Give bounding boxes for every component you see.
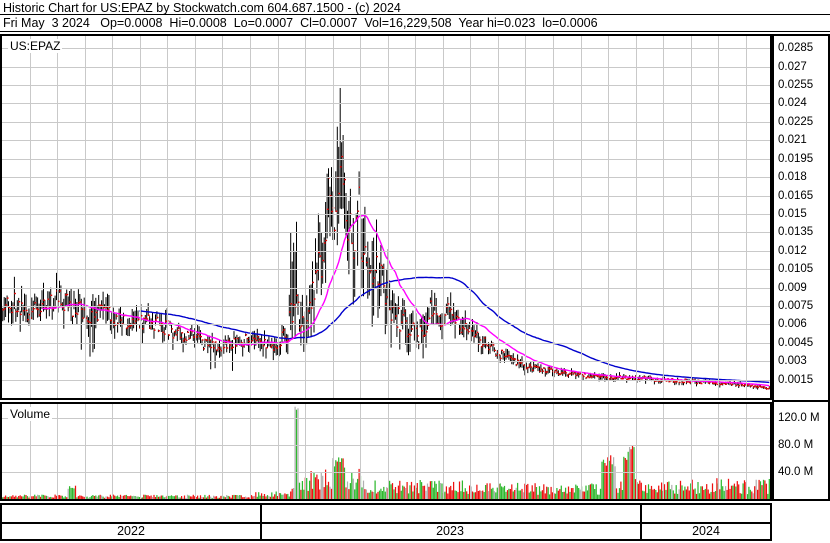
- volume-axis-tick: 80.0 M: [778, 438, 814, 451]
- price-chart-panel[interactable]: US:EPAZ: [0, 34, 772, 400]
- price-axis-tick: 0.006: [778, 318, 807, 331]
- header-divider-top: [0, 14, 830, 15]
- axis-bottom-border: [772, 499, 830, 501]
- price-axis-tick: 0.0195: [778, 152, 814, 165]
- volume-chart-panel[interactable]: Volume: [0, 402, 772, 501]
- price-grid: [2, 36, 770, 398]
- volume-panel-label: Volume: [8, 407, 53, 421]
- year-divider: [260, 505, 262, 539]
- price-axis-tick: 0.0135: [778, 226, 814, 239]
- price-series-plot: [2, 88, 770, 390]
- price-axis-tick: 0.009: [778, 281, 807, 294]
- date-axis-band: 2022 2023 2024: [0, 503, 772, 541]
- price-axis-tick: 0.0105: [778, 263, 814, 276]
- volume-axis: 120.0 M 80.0 M 40.0 M: [774, 402, 830, 501]
- price-axis-tick: 0.0045: [778, 336, 814, 349]
- price-axis-tick: 0.0015: [778, 373, 814, 386]
- axis-left-border: [772, 34, 774, 501]
- price-axis-tick: 0.015: [778, 207, 807, 220]
- price-panel-label: US:EPAZ: [8, 39, 63, 53]
- volume-axis-tick: 40.0 M: [778, 465, 814, 478]
- price-axis-tick: 0.0255: [778, 79, 814, 92]
- date-band-divider: [2, 522, 770, 524]
- price-axis-tick: 0.024: [778, 97, 807, 110]
- price-axis-tick: 0.0165: [778, 189, 814, 202]
- price-axis-tick: 0.012: [778, 244, 807, 257]
- price-axis-tick: 0.0285: [778, 42, 814, 55]
- x-axis-year-label: 2023: [436, 524, 464, 538]
- price-axis-tick: 0.0075: [778, 299, 814, 312]
- header-divider-bottom: [0, 31, 830, 32]
- x-axis-year-label: 2022: [117, 524, 145, 538]
- price-axis-tick: 0.003: [778, 355, 807, 368]
- volume-axis-tick: 120.0 M: [778, 411, 820, 424]
- price-axis-tick: 0.0225: [778, 115, 814, 128]
- volume-grid: [2, 404, 770, 499]
- price-axis-tick: 0.027: [778, 60, 807, 73]
- chart-title: Historic Chart for US:EPAZ by Stockwatch…: [3, 1, 401, 15]
- axis-right-border: [828, 34, 830, 501]
- x-axis-year-label: 2024: [692, 524, 720, 538]
- quote-summary-line: Fri May 3 2024 Op=0.0008 Hi=0.0008 Lo=0.…: [3, 16, 598, 30]
- axis-middle-border: [772, 400, 830, 402]
- axis-top-border: [772, 34, 830, 36]
- year-divider: [640, 505, 642, 539]
- price-axis-tick: 0.021: [778, 134, 807, 147]
- price-axis: 0.0285 0.027 0.0255 0.024 0.0225 0.021 0.0195 0…: [774, 34, 830, 400]
- price-axis-tick: 0.018: [778, 171, 807, 184]
